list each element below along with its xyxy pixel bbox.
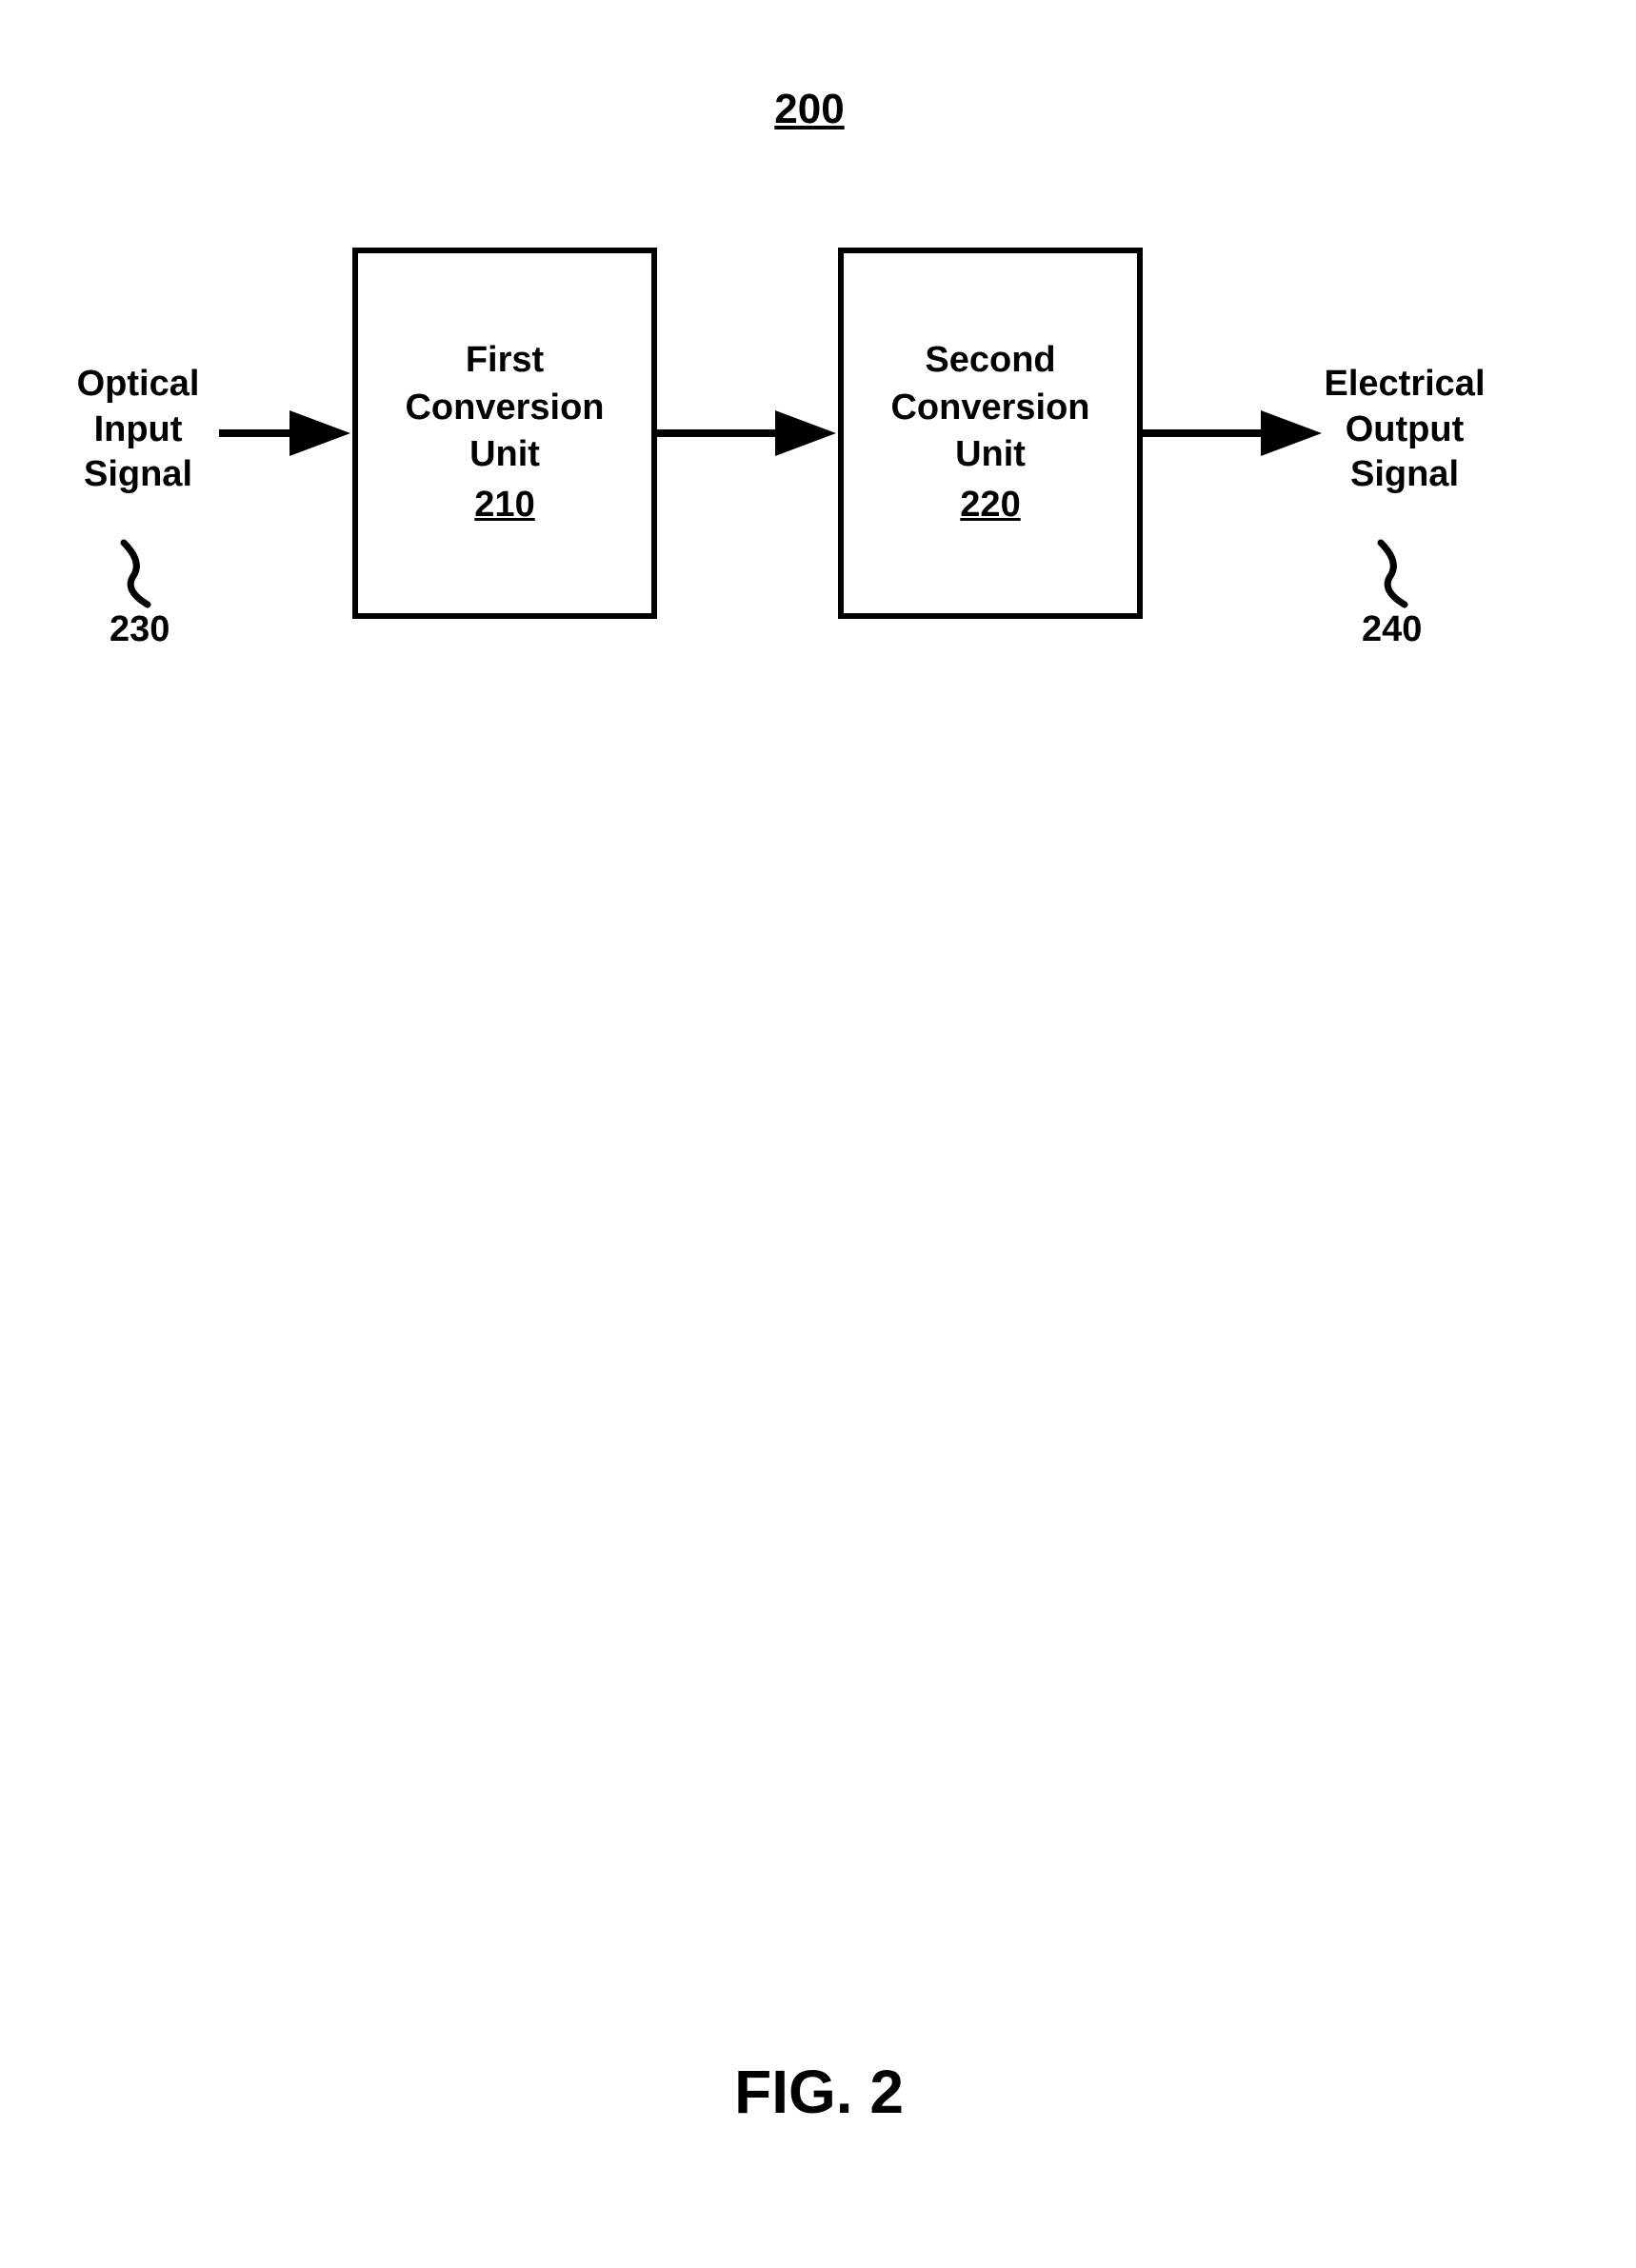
diagram-page: 200 Optical Input Signal 230 Electrical … [0,0,1636,2268]
squiggle-output [1381,543,1405,605]
figure-caption: FIG. 2 [609,2057,1028,2127]
arrows-overlay [0,0,1636,2268]
squiggle-input [124,543,148,605]
